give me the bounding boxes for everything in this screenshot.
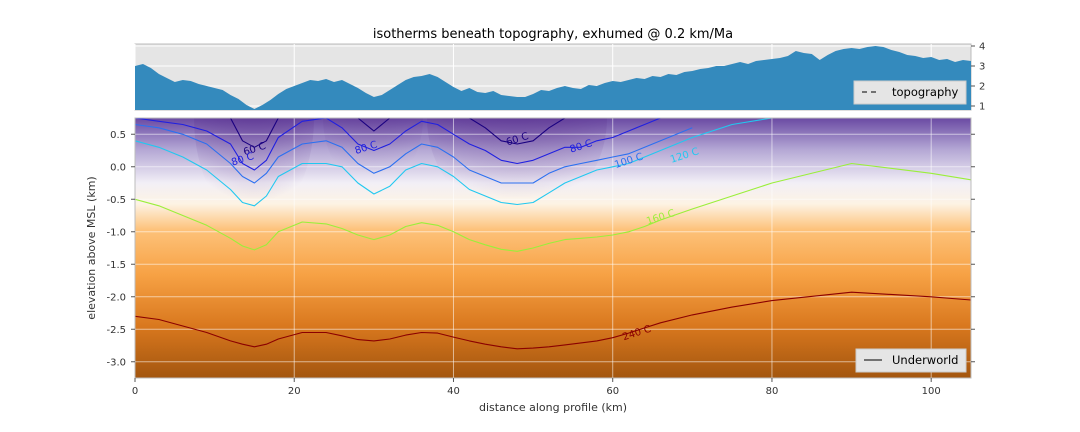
isotherm-100c xyxy=(135,123,693,184)
y-tick-label: -0.5 xyxy=(106,195,126,206)
x-axis-label: distance along profile (km) xyxy=(479,401,627,414)
y-tick-label: -3.0 xyxy=(106,357,126,368)
y-tick-label: 4 xyxy=(979,42,985,53)
y-tick-label: 1 xyxy=(979,102,985,113)
y-tick-label: -2.5 xyxy=(106,325,126,336)
x-tick-label: 80 xyxy=(766,386,779,397)
isotherm-160c xyxy=(135,162,971,252)
isotherm-grid xyxy=(134,118,971,378)
x-tick-label: 40 xyxy=(447,386,460,397)
isotherm-120c xyxy=(135,118,773,207)
chart-title: isotherms beneath topography, exhumed @ … xyxy=(373,27,733,42)
topography-legend-box xyxy=(853,80,967,105)
x-tick-label: 60 xyxy=(606,386,619,397)
y-tick-label: -2.0 xyxy=(106,292,126,303)
x-tick-label: 100 xyxy=(922,386,941,397)
isotherm-240c xyxy=(135,291,971,350)
cold-anomaly xyxy=(323,118,423,188)
cold-anomalies xyxy=(194,118,607,223)
cold-anomaly xyxy=(194,118,314,223)
y-tick-label: 0.5 xyxy=(110,130,126,141)
isotherm-legend-label: Underworld xyxy=(892,353,958,367)
isotherm-contours xyxy=(135,118,971,350)
y-tick-label: 0.0 xyxy=(110,162,126,173)
isotherm-60c xyxy=(230,118,566,148)
x-tick-label: 20 xyxy=(288,386,301,397)
topography-area xyxy=(135,46,971,110)
y-tick-label: 3 xyxy=(979,62,985,73)
x-tick-label: 0 xyxy=(132,386,138,397)
isotherm-legend: Underworld xyxy=(855,348,967,373)
y-tick-label: -1.0 xyxy=(106,227,126,238)
topography-legend-label: topography xyxy=(892,85,959,99)
topography-legend: topography xyxy=(853,80,967,105)
y-tick-label: 2 xyxy=(979,82,985,93)
isotherm-legend-box xyxy=(855,348,967,373)
cold-anomaly xyxy=(427,118,607,218)
isotherm-plot-frame xyxy=(134,117,972,379)
y-axis-ticks: 0.5 0.0 -0.5 -1.0 -1.5 -2.0 -2.5 -3.0 xyxy=(106,130,975,368)
topography-panel: 1 2 3 4 topography xyxy=(134,42,985,113)
y-tick-label: -1.5 xyxy=(106,260,126,271)
topography-y-ticks: 1 2 3 4 xyxy=(971,42,985,113)
x-axis-ticks: 0 20 40 60 80 100 xyxy=(132,378,941,397)
isotherm-80c xyxy=(135,118,661,171)
y-axis-label: elevation above MSL (km) xyxy=(85,176,98,319)
